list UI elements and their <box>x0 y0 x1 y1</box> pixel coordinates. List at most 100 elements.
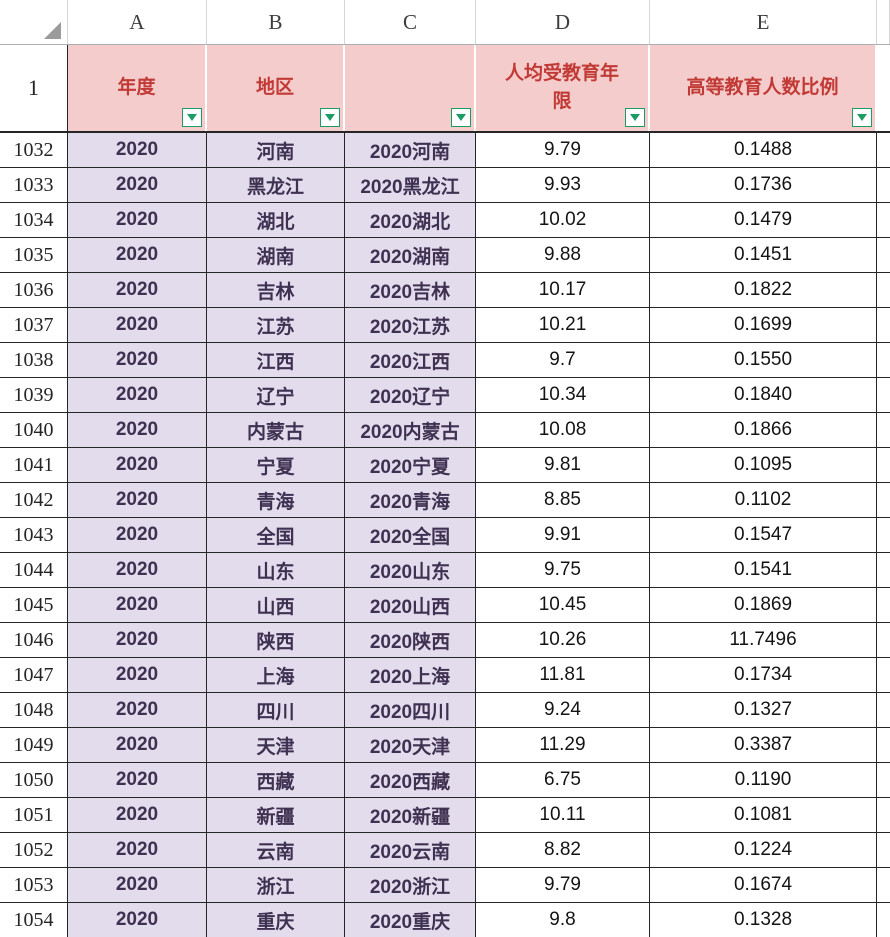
cell-year[interactable]: 2020 <box>68 343 207 378</box>
cell-combo[interactable]: 2020山东 <box>345 553 476 588</box>
cell-edu-years[interactable]: 10.17 <box>476 273 650 308</box>
cell-combo[interactable]: 2020新疆 <box>345 798 476 833</box>
row-header[interactable]: 1034 <box>0 203 68 238</box>
cell-region[interactable]: 西藏 <box>207 763 345 798</box>
cell-combo[interactable]: 2020陕西 <box>345 623 476 658</box>
cell-year[interactable]: 2020 <box>68 203 207 238</box>
row-header[interactable]: 1032 <box>0 133 68 168</box>
cell-year[interactable]: 2020 <box>68 553 207 588</box>
filter-button-edu-years[interactable] <box>625 108 645 127</box>
cell-region[interactable]: 江苏 <box>207 308 345 343</box>
cell-edu-years[interactable]: 11.81 <box>476 658 650 693</box>
header-cell-ratio[interactable]: 高等教育人数比例 <box>650 45 877 131</box>
cell-partial[interactable] <box>877 588 890 623</box>
cell-partial[interactable] <box>877 448 890 483</box>
cell-partial[interactable] <box>877 133 890 168</box>
cell-edu-years[interactable]: 9.24 <box>476 693 650 728</box>
cell-edu-years[interactable]: 9.79 <box>476 133 650 168</box>
row-header[interactable]: 1049 <box>0 728 68 763</box>
cell-year[interactable]: 2020 <box>68 448 207 483</box>
column-header-a[interactable]: A <box>68 0 207 44</box>
cell-year[interactable]: 2020 <box>68 868 207 903</box>
cell-edu-years[interactable]: 10.02 <box>476 203 650 238</box>
cell-partial[interactable] <box>877 693 890 728</box>
cell-edu-years[interactable]: 10.26 <box>476 623 650 658</box>
cell-partial[interactable] <box>877 343 890 378</box>
cell-combo[interactable]: 2020山西 <box>345 588 476 623</box>
cell-combo[interactable]: 2020湖北 <box>345 203 476 238</box>
cell-edu-years[interactable]: 10.34 <box>476 378 650 413</box>
filter-button-year[interactable] <box>182 108 202 127</box>
row-header[interactable]: 1042 <box>0 483 68 518</box>
cell-ratio[interactable]: 0.1866 <box>650 413 877 448</box>
row-header[interactable]: 1050 <box>0 763 68 798</box>
cell-partial[interactable] <box>877 728 890 763</box>
cell-region[interactable]: 青海 <box>207 483 345 518</box>
cell-ratio[interactable]: 0.1327 <box>650 693 877 728</box>
cell-year[interactable]: 2020 <box>68 378 207 413</box>
cell-year[interactable]: 2020 <box>68 728 207 763</box>
row-header[interactable]: 1039 <box>0 378 68 413</box>
cell-combo[interactable]: 2020浙江 <box>345 868 476 903</box>
cell-partial[interactable] <box>877 483 890 518</box>
column-header-c[interactable]: C <box>345 0 476 44</box>
row-header[interactable]: 1047 <box>0 658 68 693</box>
cell-combo[interactable]: 2020江苏 <box>345 308 476 343</box>
cell-region[interactable]: 湖北 <box>207 203 345 238</box>
cell-region[interactable]: 陕西 <box>207 623 345 658</box>
cell-partial[interactable] <box>877 168 890 203</box>
column-header-e[interactable]: E <box>650 0 877 44</box>
row-header[interactable]: 1040 <box>0 413 68 448</box>
cell-combo[interactable]: 2020云南 <box>345 833 476 868</box>
cell-partial[interactable] <box>877 553 890 588</box>
cell-partial[interactable] <box>877 308 890 343</box>
cell-combo[interactable]: 2020吉林 <box>345 273 476 308</box>
cell-combo[interactable]: 2020辽宁 <box>345 378 476 413</box>
cell-year[interactable]: 2020 <box>68 623 207 658</box>
row-header[interactable]: 1041 <box>0 448 68 483</box>
cell-edu-years[interactable]: 9.91 <box>476 518 650 553</box>
cell-edu-years[interactable]: 6.75 <box>476 763 650 798</box>
cell-ratio[interactable]: 0.1541 <box>650 553 877 588</box>
cell-combo[interactable]: 2020黑龙江 <box>345 168 476 203</box>
cell-partial[interactable] <box>877 623 890 658</box>
cell-region[interactable]: 山东 <box>207 553 345 588</box>
cell-combo[interactable]: 2020四川 <box>345 693 476 728</box>
cell-edu-years[interactable]: 8.82 <box>476 833 650 868</box>
cell-combo[interactable]: 2020内蒙古 <box>345 413 476 448</box>
cell-edu-years[interactable]: 9.81 <box>476 448 650 483</box>
cell-ratio[interactable]: 0.1102 <box>650 483 877 518</box>
filter-button-combo[interactable] <box>451 108 471 127</box>
cell-region[interactable]: 全国 <box>207 518 345 553</box>
cell-combo[interactable]: 2020宁夏 <box>345 448 476 483</box>
cell-year[interactable]: 2020 <box>68 483 207 518</box>
cell-region[interactable]: 湖南 <box>207 238 345 273</box>
cell-region[interactable]: 黑龙江 <box>207 168 345 203</box>
cell-ratio[interactable]: 0.1190 <box>650 763 877 798</box>
filter-button-ratio[interactable] <box>852 108 872 127</box>
cell-year[interactable]: 2020 <box>68 273 207 308</box>
cell-edu-years[interactable]: 10.11 <box>476 798 650 833</box>
row-header[interactable]: 1053 <box>0 868 68 903</box>
cell-ratio[interactable]: 0.1734 <box>650 658 877 693</box>
cell-partial[interactable] <box>877 868 890 903</box>
cell-edu-years[interactable]: 10.21 <box>476 308 650 343</box>
row-header[interactable]: 1044 <box>0 553 68 588</box>
row-header[interactable]: 1052 <box>0 833 68 868</box>
cell-ratio[interactable]: 0.1674 <box>650 868 877 903</box>
cell-region[interactable]: 河南 <box>207 133 345 168</box>
cell-combo[interactable]: 2020湖南 <box>345 238 476 273</box>
row-header[interactable]: 1048 <box>0 693 68 728</box>
cell-year[interactable]: 2020 <box>68 413 207 448</box>
header-cell-edu-years[interactable]: 人均受教育年限 <box>476 45 650 131</box>
cell-year[interactable]: 2020 <box>68 133 207 168</box>
cell-ratio[interactable]: 0.1328 <box>650 903 877 937</box>
header-cell-region[interactable]: 地区 <box>207 45 345 131</box>
cell-edu-years[interactable]: 9.88 <box>476 238 650 273</box>
cell-partial[interactable] <box>877 763 890 798</box>
cell-ratio[interactable]: 0.1869 <box>650 588 877 623</box>
cell-ratio[interactable]: 11.7496 <box>650 623 877 658</box>
cell-combo[interactable]: 2020重庆 <box>345 903 476 937</box>
cell-edu-years[interactable]: 10.08 <box>476 413 650 448</box>
row-header[interactable]: 1051 <box>0 798 68 833</box>
